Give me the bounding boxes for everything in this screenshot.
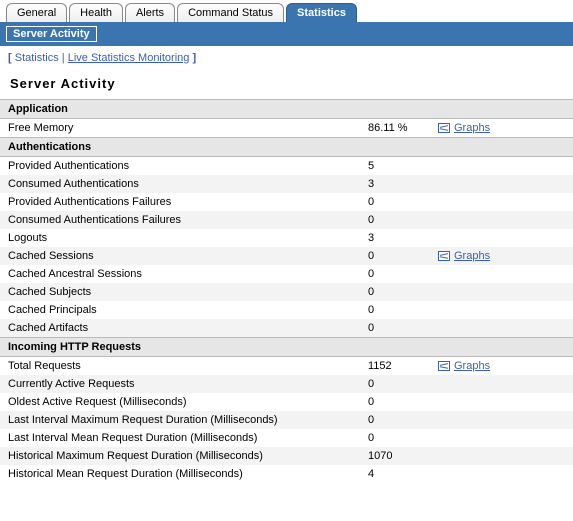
tab-general[interactable]: General bbox=[6, 3, 67, 22]
graphs-link[interactable]: Graphs bbox=[454, 122, 490, 134]
stat-link-cell bbox=[430, 301, 573, 319]
stats-table: ApplicationFree Memory86.11 % Graphs Authe… bbox=[0, 99, 573, 483]
graphs-link[interactable]: Graphs bbox=[454, 360, 490, 372]
table-row: Consumed Authentications3 bbox=[0, 175, 573, 193]
stat-value: 0 bbox=[360, 319, 430, 338]
stat-link-cell bbox=[430, 319, 573, 338]
stat-value: 5 bbox=[360, 157, 430, 176]
stat-value: 0 bbox=[360, 393, 430, 411]
stat-label: Last Interval Maximum Request Duration (… bbox=[0, 411, 360, 429]
stat-value: 0 bbox=[360, 265, 430, 283]
chart-icon bbox=[438, 361, 450, 371]
stat-value: 0 bbox=[360, 247, 430, 265]
stat-link-cell bbox=[430, 393, 573, 411]
stat-value: 0 bbox=[360, 375, 430, 393]
page-title: Server Activity bbox=[0, 70, 573, 99]
stat-label: Historical Mean Request Duration (Millis… bbox=[0, 465, 360, 483]
breadcrumb-current: Statistics bbox=[15, 52, 59, 64]
stat-label: Last Interval Mean Request Duration (Mil… bbox=[0, 429, 360, 447]
stat-link-cell bbox=[430, 229, 573, 247]
stat-link-cell bbox=[430, 265, 573, 283]
stat-link-cell bbox=[430, 429, 573, 447]
breadcrumb-sep: | bbox=[59, 52, 68, 64]
stat-link-cell bbox=[430, 411, 573, 429]
table-row: Cached Sessions0 Graphs bbox=[0, 247, 573, 265]
section-header: Incoming HTTP Requests bbox=[0, 338, 573, 357]
stat-link-cell bbox=[430, 447, 573, 465]
stat-value: 1152 bbox=[360, 357, 430, 376]
stat-label: Oldest Active Request (Milliseconds) bbox=[0, 393, 360, 411]
stat-link-cell: Graphs bbox=[430, 119, 573, 138]
stat-label: Cached Sessions bbox=[0, 247, 360, 265]
tab-alerts[interactable]: Alerts bbox=[125, 3, 175, 22]
stat-label: Consumed Authentications Failures bbox=[0, 211, 360, 229]
table-row: Consumed Authentications Failures0 bbox=[0, 211, 573, 229]
stat-link-cell bbox=[430, 211, 573, 229]
subtab-server-activity[interactable]: Server Activity bbox=[6, 26, 97, 42]
stat-link-cell: Graphs bbox=[430, 247, 573, 265]
bracket-close: ] bbox=[192, 52, 196, 64]
table-row: Historical Maximum Request Duration (Mil… bbox=[0, 447, 573, 465]
section-header: Authentications bbox=[0, 138, 573, 157]
tab-statistics[interactable]: Statistics bbox=[286, 3, 357, 22]
stat-label: Total Requests bbox=[0, 357, 360, 376]
stat-value: 4 bbox=[360, 465, 430, 483]
stat-value: 86.11 % bbox=[360, 119, 430, 138]
stat-value: 3 bbox=[360, 175, 430, 193]
stat-label: Cached Subjects bbox=[0, 283, 360, 301]
breadcrumb: [ Statistics | Live Statistics Monitorin… bbox=[0, 46, 573, 70]
stat-value: 0 bbox=[360, 211, 430, 229]
stat-link-cell bbox=[430, 375, 573, 393]
chart-icon bbox=[438, 251, 450, 261]
graphs-link[interactable]: Graphs bbox=[454, 250, 490, 262]
stat-label: Consumed Authentications bbox=[0, 175, 360, 193]
stat-label: Free Memory bbox=[0, 119, 360, 138]
table-row: Cached Subjects0 bbox=[0, 283, 573, 301]
stat-label: Currently Active Requests bbox=[0, 375, 360, 393]
table-row: Total Requests1152 Graphs bbox=[0, 357, 573, 376]
stat-value: 0 bbox=[360, 411, 430, 429]
stat-label: Cached Principals bbox=[0, 301, 360, 319]
stat-value: 0 bbox=[360, 283, 430, 301]
breadcrumb-link-live-monitoring[interactable]: Live Statistics Monitoring bbox=[68, 52, 190, 64]
stat-value: 1070 bbox=[360, 447, 430, 465]
table-row: Last Interval Mean Request Duration (Mil… bbox=[0, 429, 573, 447]
table-row: Last Interval Maximum Request Duration (… bbox=[0, 411, 573, 429]
table-row: Free Memory86.11 % Graphs bbox=[0, 119, 573, 138]
stat-link-cell bbox=[430, 465, 573, 483]
stat-value: 0 bbox=[360, 429, 430, 447]
chart-icon bbox=[438, 123, 450, 133]
stat-link-cell bbox=[430, 283, 573, 301]
stat-label: Logouts bbox=[0, 229, 360, 247]
bracket-open: [ bbox=[8, 52, 12, 64]
table-row: Historical Mean Request Duration (Millis… bbox=[0, 465, 573, 483]
stat-link-cell bbox=[430, 157, 573, 176]
table-row: Oldest Active Request (Milliseconds)0 bbox=[0, 393, 573, 411]
stat-label: Historical Maximum Request Duration (Mil… bbox=[0, 447, 360, 465]
table-row: Logouts3 bbox=[0, 229, 573, 247]
stat-link-cell bbox=[430, 193, 573, 211]
stat-value: 0 bbox=[360, 193, 430, 211]
table-row: Cached Ancestral Sessions0 bbox=[0, 265, 573, 283]
main-tabs: GeneralHealthAlertsCommand StatusStatist… bbox=[0, 0, 573, 22]
stat-link-cell: Graphs bbox=[430, 357, 573, 376]
stat-value: 0 bbox=[360, 301, 430, 319]
stat-label: Cached Artifacts bbox=[0, 319, 360, 338]
table-row: Currently Active Requests0 bbox=[0, 375, 573, 393]
stat-label: Cached Ancestral Sessions bbox=[0, 265, 360, 283]
tab-command-status[interactable]: Command Status bbox=[177, 3, 284, 22]
stat-value: 3 bbox=[360, 229, 430, 247]
section-header: Application bbox=[0, 100, 573, 119]
stat-label: Provided Authentications Failures bbox=[0, 193, 360, 211]
subtab-bar: Server Activity bbox=[0, 22, 573, 46]
table-row: Cached Principals0 bbox=[0, 301, 573, 319]
table-row: Provided Authentications5 bbox=[0, 157, 573, 176]
table-row: Cached Artifacts0 bbox=[0, 319, 573, 338]
table-row: Provided Authentications Failures0 bbox=[0, 193, 573, 211]
stat-label: Provided Authentications bbox=[0, 157, 360, 176]
tab-health[interactable]: Health bbox=[69, 3, 123, 22]
stat-link-cell bbox=[430, 175, 573, 193]
